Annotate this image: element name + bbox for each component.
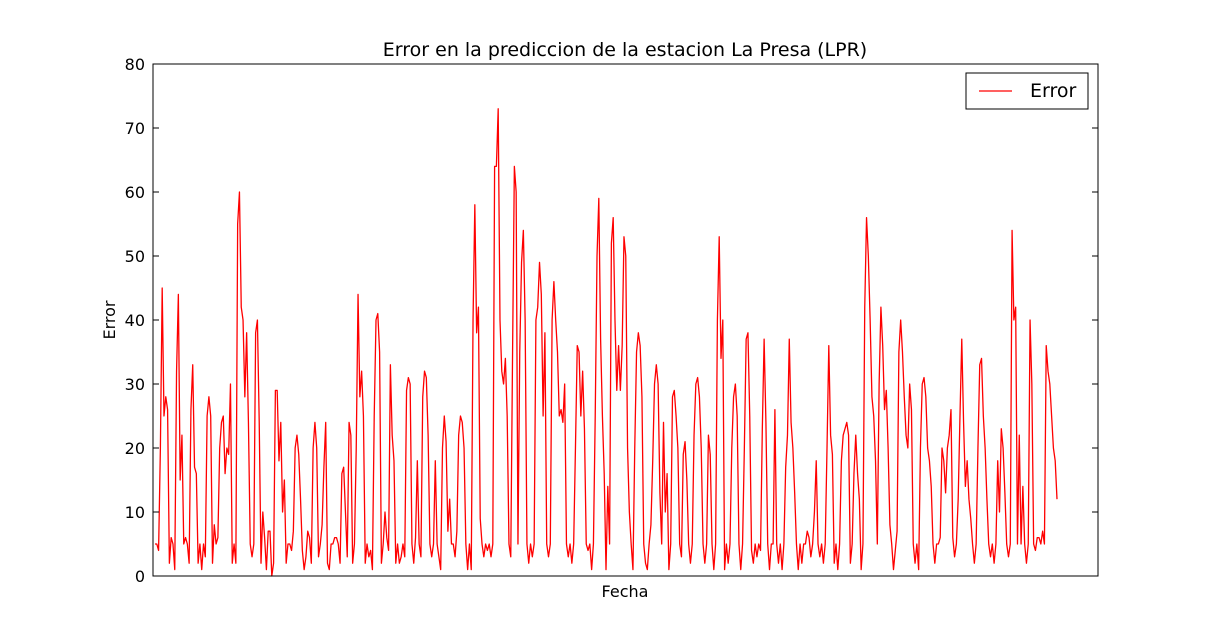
y-tick-label: 80 xyxy=(125,55,145,74)
y-tick-label: 20 xyxy=(125,439,145,458)
y-tick-label: 50 xyxy=(125,247,145,266)
y-tick-label: 60 xyxy=(125,183,145,202)
legend-label: Error xyxy=(1030,80,1077,102)
y-tick-label: 0 xyxy=(135,567,145,586)
x-axis-label: Fecha xyxy=(602,582,649,601)
y-tick-label: 30 xyxy=(125,375,145,394)
chart-title: Error en la prediccion de la estacion La… xyxy=(383,39,867,61)
plot-area xyxy=(153,64,1098,576)
y-axis-label: Error xyxy=(100,300,119,339)
y-tick-label: 10 xyxy=(125,503,145,522)
series-line-error xyxy=(155,108,1058,577)
series-layer xyxy=(155,108,1058,577)
y-tick-label: 70 xyxy=(125,119,145,138)
y-tick-label: 40 xyxy=(125,311,145,330)
y-axis: 0 10 20 30 40 50 60 70 80 xyxy=(125,55,1098,586)
legend: Error xyxy=(965,72,1089,110)
